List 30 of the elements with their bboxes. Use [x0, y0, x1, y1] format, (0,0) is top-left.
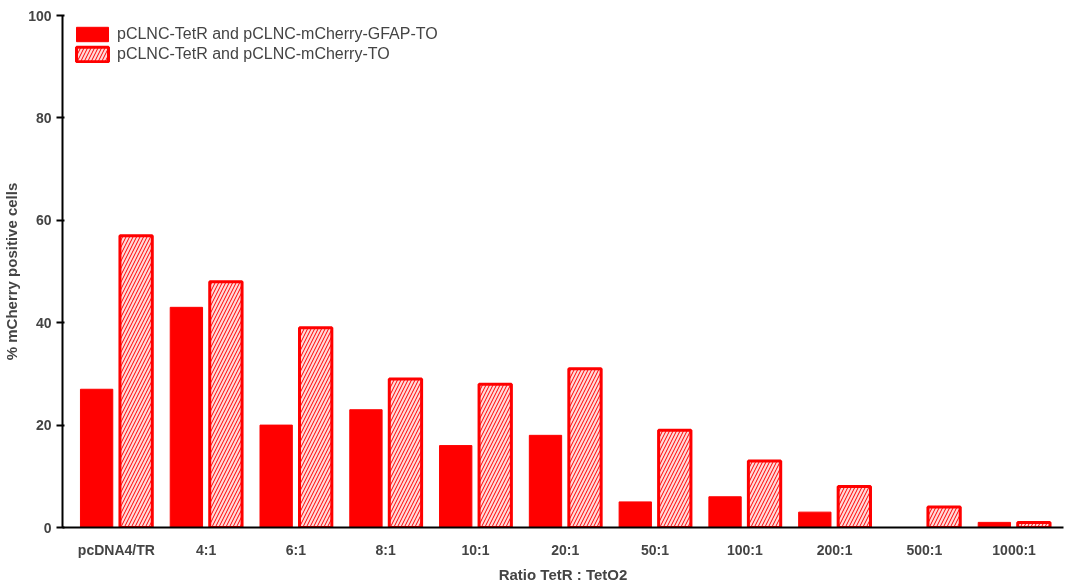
- x-tick-label: 10:1: [461, 541, 490, 558]
- x-tick-label: pcDNA4/TR: [77, 541, 155, 558]
- bar: [439, 445, 473, 528]
- bar: [798, 511, 832, 528]
- legend-label: pCLNC-TetR and pCLNC-mCherry-GFAP-TO: [117, 25, 438, 43]
- bar: [259, 424, 293, 528]
- y-axis-title: % mCherry positive cells: [3, 182, 21, 361]
- x-tick-label: 8:1: [375, 541, 397, 558]
- bar: [79, 388, 114, 528]
- bar: [169, 306, 204, 528]
- y-tick-label: 60: [35, 212, 52, 229]
- y-tick-label: 0: [43, 519, 52, 536]
- x-axis-title: Ratio TetR : TetO2: [498, 565, 628, 583]
- legend-label: pCLNC-TetR and pCLNC-mCherry-TO: [117, 45, 390, 63]
- x-tick-label: 50:1: [641, 541, 670, 558]
- x-tick-label: 20:1: [551, 541, 580, 558]
- y-tick-label: 100: [28, 7, 52, 24]
- x-tick-label: 6:1: [285, 541, 307, 558]
- y-tick-label: 40: [35, 314, 52, 331]
- x-tick-label: 100:1: [726, 541, 763, 558]
- x-tick-label: 4:1: [196, 541, 217, 558]
- x-tick-label: 200:1: [816, 541, 853, 558]
- y-tick-label: 80: [35, 109, 52, 126]
- x-tick-label: 500:1: [906, 541, 943, 558]
- bar: [708, 496, 742, 528]
- bar: [528, 434, 563, 528]
- y-tick-label: 20: [35, 417, 52, 434]
- bar: [349, 409, 383, 528]
- x-tick-label: 1000:1: [992, 541, 1037, 558]
- bar: [618, 501, 652, 528]
